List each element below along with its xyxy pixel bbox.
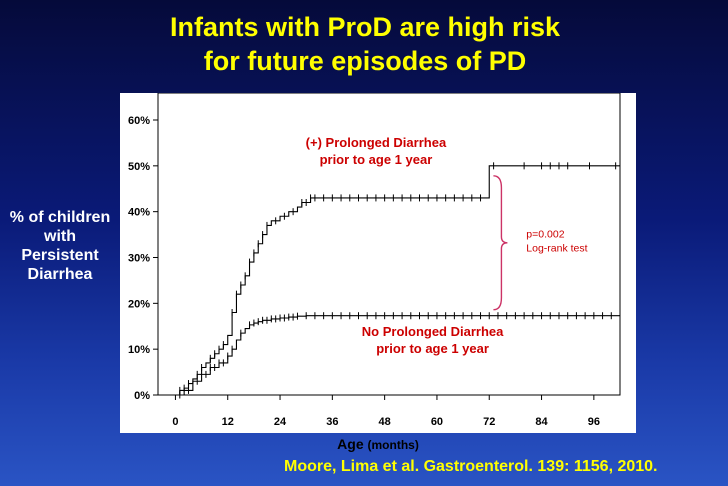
x-tick-label: 36 [326, 416, 338, 428]
x-tick-label: 24 [274, 416, 287, 428]
x-tick-label: 72 [483, 416, 495, 428]
x-tick-label: 60 [431, 416, 443, 428]
y-label-line-1: % of children [9, 209, 111, 226]
x-tick-label: 12 [222, 416, 234, 428]
slide-title: Infants with ProD are high risk for futu… [120, 10, 610, 78]
x-tick-label: 0 [172, 416, 178, 428]
y-tick-label: 30% [128, 253, 150, 265]
citation: Moore, Lima et al. Gastroenterol. 139: 1… [284, 458, 658, 475]
y-label-line-4: Diarrhea [27, 266, 93, 283]
y-axis-label: % of children with Persistent Diarrhea [2, 208, 118, 284]
chart-panel: 0% 10% 20% 30% 40% 50% 60% 0 12 24 36 48 60 72 84 96 (+)… [120, 93, 636, 433]
x-tick-label: 84 [535, 416, 548, 428]
series-label-noprod-line-2: prior to age 1 year [376, 341, 489, 356]
plot-frame [157, 93, 621, 396]
km-curve-0 [175, 165, 620, 396]
p-value-label: p=0.002 [526, 229, 564, 241]
y-tick-label: 20% [128, 298, 150, 310]
x-axis-label: Age (months) [120, 436, 636, 452]
title-line-2: for future episodes of PD [203, 46, 527, 76]
series-label-prod-line-1: (+) Prolonged Diarrhea [306, 135, 447, 150]
x-label-main: Age [337, 436, 364, 452]
y-label-line-2: with [44, 228, 76, 245]
bracket [493, 175, 508, 311]
kaplan-meier-chart: 0% 10% 20% 30% 40% 50% 60% 0 12 24 36 48 60 72 84 96 (+)… [128, 93, 621, 428]
x-tick-label: 48 [379, 416, 391, 428]
y-tick-label: 10% [128, 344, 150, 356]
series-label-prod-line-2: prior to age 1 year [320, 152, 433, 167]
y-label-line-3: Persistent [21, 247, 99, 264]
y-tick-label: 0% [134, 390, 150, 402]
x-label-unit: (months) [367, 438, 419, 452]
x-tick-label: 96 [588, 416, 600, 428]
y-tick-label: 40% [128, 207, 150, 219]
y-tick-label: 50% [128, 161, 150, 173]
y-tick-label: 60% [128, 115, 150, 127]
logrank-label: Log-rank test [526, 243, 587, 255]
series-label-noprod-line-1: No Prolonged Diarrhea [362, 324, 504, 339]
title-line-1: Infants with ProD are high risk [169, 12, 561, 42]
